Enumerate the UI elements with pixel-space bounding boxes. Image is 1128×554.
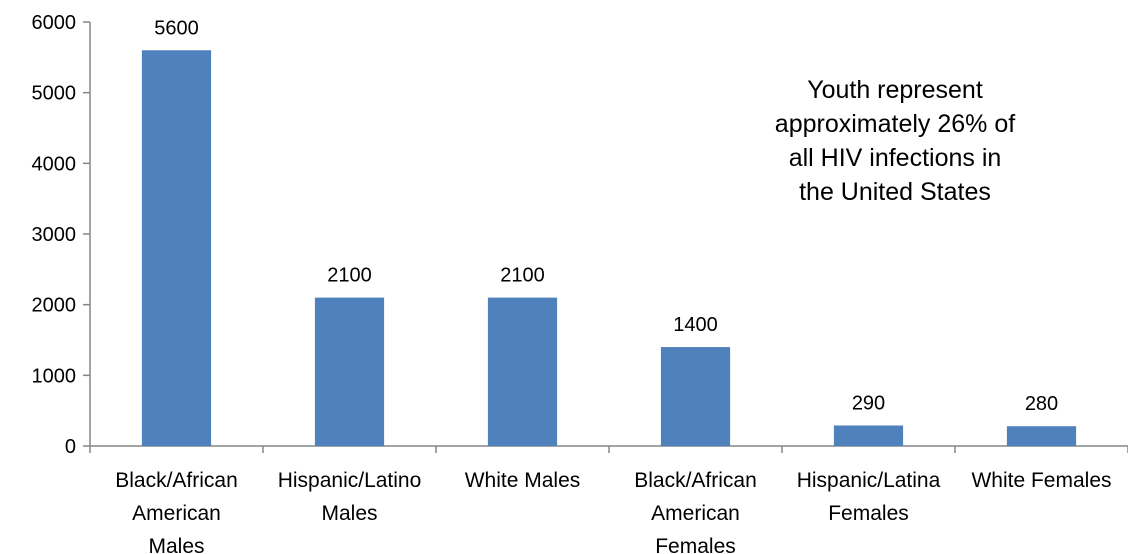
y-tick-label: 0 <box>65 436 76 458</box>
bar <box>141 50 212 447</box>
x-tick-label: Hispanic/Latina Females <box>797 469 941 525</box>
y-tick-label: 6000 <box>32 12 77 34</box>
category-labels: Black/African American Males Hispanic/Latin… <box>115 469 1111 554</box>
x-axis <box>89 445 1128 453</box>
bar <box>660 347 731 446</box>
y-tick-label: 3000 <box>32 224 77 246</box>
data-label: 2100 <box>327 265 372 287</box>
bar <box>833 425 904 446</box>
bar <box>487 297 558 446</box>
data-label: 2100 <box>500 265 545 287</box>
x-tick-label: Black/African American Females <box>634 469 757 554</box>
data-label: 280 <box>1025 393 1058 415</box>
y-axis: 0 1000 2000 3000 4000 5000 6000 <box>32 12 91 458</box>
bar <box>1006 426 1077 446</box>
x-tick-label: White Males <box>465 469 581 492</box>
bar <box>314 297 385 446</box>
x-tick-label: Hispanic/Latino Males <box>278 469 422 525</box>
y-tick-label: 4000 <box>32 153 77 175</box>
y-tick-label: 1000 <box>32 365 77 387</box>
bars <box>141 50 1077 447</box>
x-tick-label: Black/African American Males <box>115 469 238 554</box>
x-tick-label: White Females <box>971 469 1111 492</box>
data-label: 1400 <box>673 314 718 336</box>
data-label: 290 <box>852 393 885 415</box>
data-label: 5600 <box>154 17 199 39</box>
chart-annotation: Youth represent approximately 26% of all H… <box>775 76 1015 206</box>
y-tick-label: 5000 <box>32 83 77 105</box>
data-labels: 5600 2100 2100 1400 290 280 <box>154 17 1058 415</box>
y-tick-label: 2000 <box>32 295 77 317</box>
